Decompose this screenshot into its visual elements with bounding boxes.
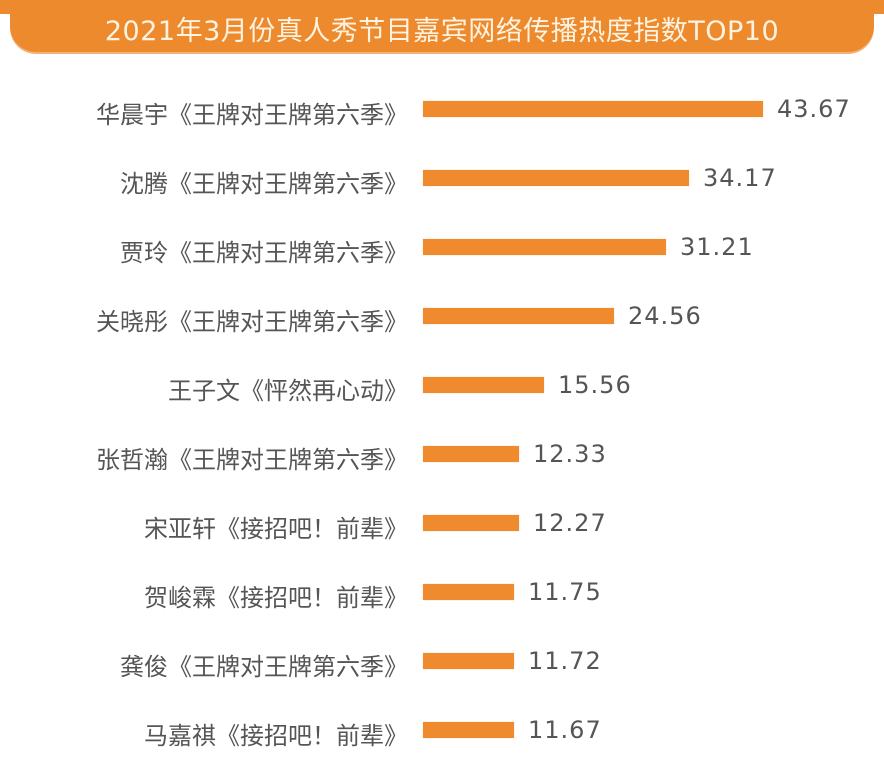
bar-row: 贾玲《王牌对王牌第六季》 31.21 [0, 227, 884, 267]
bar-row: 华晨宇《王牌对王牌第六季》 43.67 [0, 89, 884, 129]
bar [423, 515, 519, 531]
bar-label: 沈腾《王牌对王牌第六季》 [120, 170, 408, 198]
bar-row: 王子文《怦然再心动》 15.56 [0, 365, 884, 405]
bar-label: 宋亚轩《接招吧！前辈》 [144, 515, 408, 543]
bar-value: 12.27 [533, 509, 607, 537]
bar-row: 宋亚轩《接招吧！前辈》 12.27 [0, 503, 884, 543]
bar-row: 马嘉祺《接招吧！前辈》 11.67 [0, 710, 884, 750]
bar-row: 沈腾《王牌对王牌第六季》 34.17 [0, 158, 884, 198]
bar-label: 贺峻霖《接招吧！前辈》 [144, 584, 408, 612]
bar-value: 15.56 [558, 371, 632, 399]
bar-value: 11.75 [528, 578, 602, 606]
bar-label: 龚俊《王牌对王牌第六季》 [120, 653, 408, 681]
bar-label: 贾玲《王牌对王牌第六季》 [120, 239, 408, 267]
bar-label: 马嘉祺《接招吧！前辈》 [144, 722, 408, 750]
bar [423, 446, 519, 462]
bar-value: 11.67 [528, 716, 602, 744]
title-banner: 2021年3月份真人秀节目嘉宾网络传播热度指数TOP10 [0, 0, 884, 52]
bar-value: 31.21 [680, 233, 754, 261]
bar-row: 张哲瀚《王牌对王牌第六季》 12.33 [0, 434, 884, 474]
bar [423, 584, 514, 600]
bar [423, 170, 689, 186]
bar-label: 华晨宇《王牌对王牌第六季》 [96, 101, 408, 129]
bar [423, 239, 666, 255]
bar-value: 12.33 [533, 440, 607, 468]
bar-label: 王子文《怦然再心动》 [168, 377, 408, 405]
bar [423, 722, 514, 738]
bar-value: 24.56 [628, 302, 702, 330]
bar-row: 贺峻霖《接招吧！前辈》 11.75 [0, 572, 884, 612]
bar-row: 龚俊《王牌对王牌第六季》 11.72 [0, 641, 884, 681]
bar-value: 43.67 [777, 95, 851, 123]
bar [423, 308, 614, 324]
chart-title: 2021年3月份真人秀节目嘉宾网络传播热度指数TOP10 [104, 16, 780, 47]
bar [423, 377, 544, 393]
bar-value: 11.72 [528, 647, 602, 675]
bar-value: 34.17 [703, 164, 777, 192]
bar [423, 653, 514, 669]
bar-row: 关晓彤《王牌对王牌第六季》 24.56 [0, 296, 884, 336]
bar-label: 张哲瀚《王牌对王牌第六季》 [96, 446, 408, 474]
bar-label: 关晓彤《王牌对王牌第六季》 [96, 308, 408, 336]
bar [423, 101, 763, 117]
